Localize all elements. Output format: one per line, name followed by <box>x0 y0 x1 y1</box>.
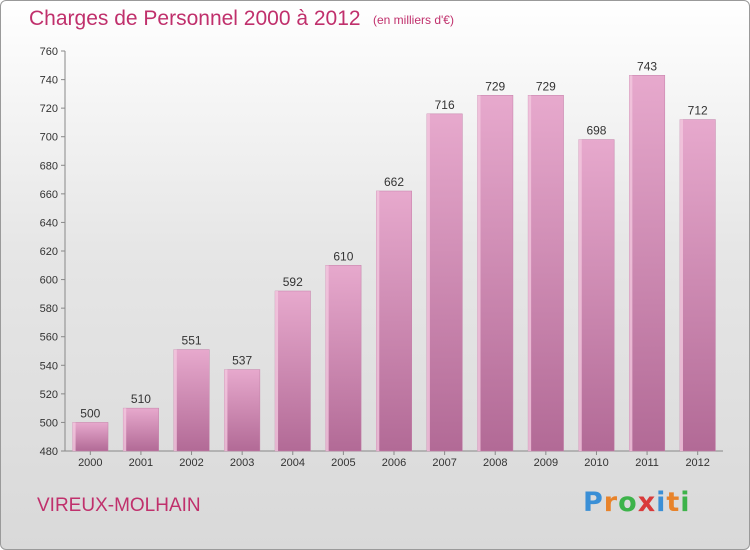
data-label: 698 <box>586 124 606 138</box>
bar-highlight <box>426 113 430 451</box>
bar <box>477 95 514 452</box>
y-tick-label: 480 <box>40 446 58 458</box>
data-label: 712 <box>688 104 708 118</box>
bar <box>578 139 615 452</box>
logo-letter: P <box>583 487 604 518</box>
bar-highlight <box>528 95 532 452</box>
y-tick-label: 700 <box>40 132 58 144</box>
y-tick-label: 600 <box>40 275 58 287</box>
bar-highlight <box>679 119 683 452</box>
y-tick-label: 620 <box>40 246 58 258</box>
bar-layer <box>72 75 716 452</box>
bar <box>72 422 109 452</box>
bar-highlight <box>376 191 380 451</box>
bar-highlight <box>275 291 279 451</box>
data-label: 592 <box>283 275 303 289</box>
bar-highlight <box>477 95 481 452</box>
data-label: 743 <box>637 59 657 73</box>
y-tick-label: 500 <box>40 417 58 429</box>
x-tick-label: 2006 <box>382 457 406 469</box>
bar-highlight <box>325 265 329 451</box>
bar <box>426 113 463 452</box>
y-tick-label: 520 <box>40 389 58 401</box>
logo-letter: i <box>656 487 667 518</box>
data-label: 610 <box>333 249 353 263</box>
data-label: 551 <box>182 334 202 348</box>
y-tick-label: 760 <box>40 46 58 58</box>
x-tick-label: 2000 <box>78 457 102 469</box>
bar <box>325 265 362 452</box>
x-tick-label: 2012 <box>685 457 709 469</box>
bar-highlight <box>578 139 582 452</box>
data-label: 537 <box>232 354 252 368</box>
data-label: 510 <box>131 392 151 406</box>
x-tick-label: 2009 <box>534 457 558 469</box>
data-label: 500 <box>80 406 100 420</box>
logo-letter: x <box>637 487 657 518</box>
bar <box>679 119 716 452</box>
y-tick-label: 580 <box>40 303 58 315</box>
data-label: 729 <box>536 79 556 93</box>
bar <box>274 290 311 452</box>
y-tick-label: 680 <box>40 160 58 172</box>
proxiti-logo: Proxiti <box>583 487 691 518</box>
bar <box>629 75 666 452</box>
bar <box>224 369 261 452</box>
logo-letter: o <box>618 487 638 518</box>
logo-letter: r <box>603 487 619 518</box>
commune-name: VIREUX-MOLHAIN <box>37 495 201 516</box>
y-tick-label: 720 <box>40 103 58 115</box>
bar <box>122 407 159 452</box>
logo-letter: i <box>680 487 691 518</box>
logo-letter: t <box>666 487 681 518</box>
x-tick-label: 2004 <box>281 457 305 469</box>
bar-highlight <box>72 422 76 451</box>
label-layer: 500 2000 510 2001 551 2002 537 2003 592 2004 610 20… <box>78 59 710 469</box>
bar-highlight <box>629 75 633 452</box>
y-tick-label: 740 <box>40 75 58 87</box>
x-tick-label: 2005 <box>331 457 355 469</box>
chart-title: Charges de Personnel 2000 à 2012 <box>29 7 361 30</box>
bar-highlight <box>173 349 177 451</box>
bar-highlight <box>224 369 228 451</box>
x-tick-label: 2011 <box>635 457 659 469</box>
y-tick-label: 560 <box>40 332 58 344</box>
chart-subtitle: (en milliers d'€) <box>373 13 454 27</box>
bar <box>527 95 564 452</box>
x-tick-label: 2008 <box>483 457 507 469</box>
data-label: 729 <box>485 79 505 93</box>
y-tick-label: 540 <box>40 360 58 372</box>
x-tick-label: 2007 <box>432 457 456 469</box>
bar <box>376 190 412 452</box>
x-tick-label: 2001 <box>129 457 153 469</box>
x-tick-label: 2003 <box>230 457 254 469</box>
y-tick-label: 660 <box>40 189 58 201</box>
x-tick-label: 2002 <box>179 457 203 469</box>
y-tick-label: 640 <box>40 217 58 229</box>
bar-highlight <box>123 408 127 451</box>
data-label: 662 <box>384 175 404 189</box>
data-label: 716 <box>435 98 455 112</box>
bar <box>173 349 210 452</box>
x-tick-label: 2010 <box>584 457 608 469</box>
